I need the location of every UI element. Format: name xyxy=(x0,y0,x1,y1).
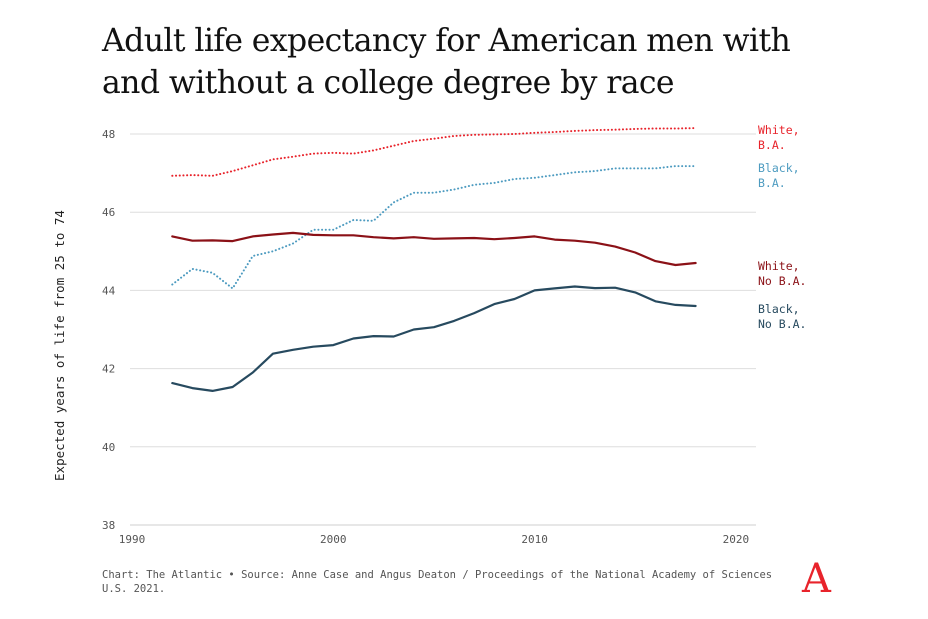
x-tick-label-2010: 2010 xyxy=(521,533,548,546)
series-line-black-no-b-a xyxy=(171,285,697,392)
y-tick-label-46: 46 xyxy=(102,206,115,219)
series-label-black-no-b-a-line-1: Black, xyxy=(758,302,800,316)
series-line-black-b-a xyxy=(171,165,697,290)
series-label-white-b-a-line-1: White, xyxy=(758,123,800,137)
y-tick-label-42: 42 xyxy=(102,363,115,376)
series-label-black-b-a-line-2: B.A. xyxy=(758,176,786,190)
y-tick-label-40: 40 xyxy=(102,441,115,454)
x-tick-label-2000: 2000 xyxy=(320,533,347,546)
series-label-white-no-b-a-line-2: No B.A. xyxy=(758,274,806,288)
y-tick-label-44: 44 xyxy=(102,284,116,297)
series-label-black-b-a-line-1: Black, xyxy=(758,161,800,175)
series-label-white-b-a-line-2: B.A. xyxy=(758,138,786,152)
series-label-black-no-b-a-line-2: No B.A. xyxy=(758,317,806,331)
y-axis-label: Expected years of life from 25 to 74 xyxy=(52,210,67,481)
y-tick-label-48: 48 xyxy=(102,128,115,141)
series-label-white-no-b-a-line-1: White, xyxy=(758,259,800,273)
x-tick-label-1990: 1990 xyxy=(119,533,146,546)
series-line-white-b-a xyxy=(171,127,697,177)
chart-title: Adult life expectancy for American men w… xyxy=(102,23,791,101)
atlantic-logo: A xyxy=(802,556,831,602)
source-note: Chart: The Atlantic • Source: Anne Case … xyxy=(102,569,773,595)
series-line-white-no-b-a xyxy=(171,231,697,267)
y-tick-label-38: 38 xyxy=(102,519,115,532)
x-tick-label-2020: 2020 xyxy=(723,533,750,546)
